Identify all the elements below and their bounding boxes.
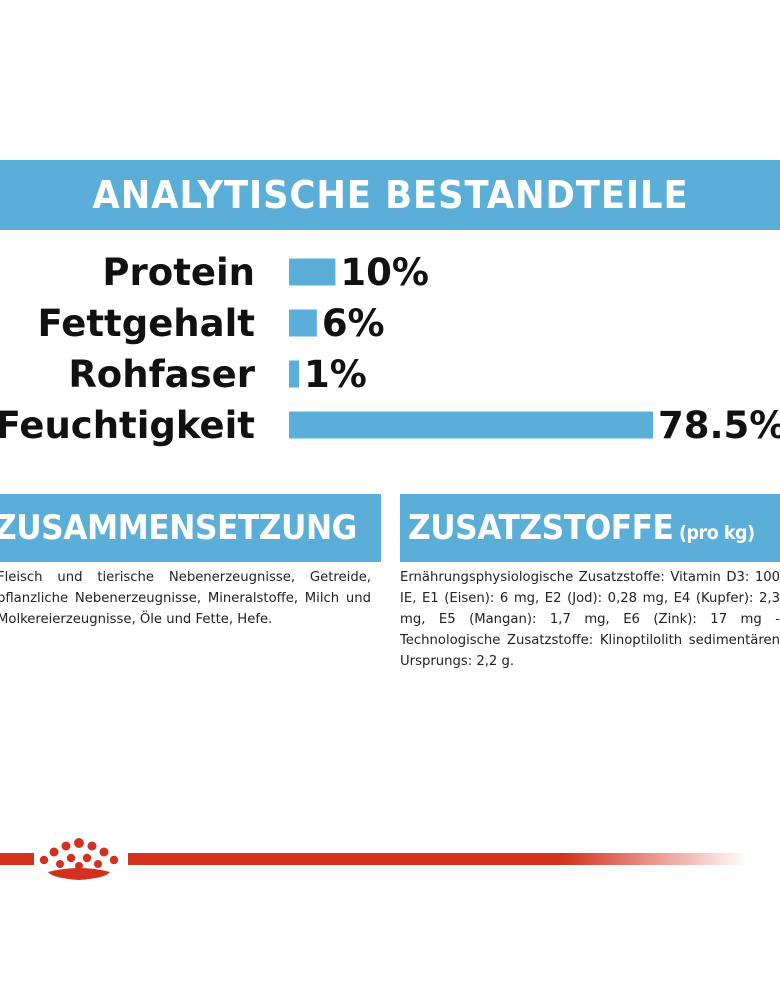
- additives-heading-wrap: ZUSATZSTOFFE (pro kg): [408, 508, 755, 548]
- bar: [289, 360, 299, 388]
- additives-text: Ernährungsphysiologische Zusatzstoffe: V…: [400, 570, 780, 669]
- chart-title: ANALYTISCHE BESTANDTEILE: [91, 173, 689, 217]
- category-label: Protein: [102, 251, 255, 294]
- additives-unit: (pro kg): [678, 522, 755, 544]
- composition-heading-band: ZUSAMMENSETZUNG: [0, 494, 381, 562]
- footer-line-left: [0, 853, 34, 865]
- nutrient-bar-chart: Protein 10% Fettgehalt 6% Rohfaser 1% Feuchtig…: [0, 251, 780, 447]
- category-label: Rohfaser: [68, 353, 255, 396]
- composition-text: Fleisch und tierische Nebenerzeugnisse, …: [0, 570, 371, 627]
- additives-heading: ZUSATZSTOFFE: [408, 508, 674, 548]
- bar: [289, 258, 336, 286]
- bar: [289, 411, 653, 439]
- value-label: 10%: [340, 251, 429, 294]
- value-label: 6%: [322, 302, 385, 345]
- additives-heading-band: ZUSATZSTOFFE (pro kg): [400, 494, 780, 562]
- royal-canin-crown-icon: [39, 838, 119, 880]
- category-label: Feuchtigkeit: [0, 404, 255, 447]
- composition-heading: ZUSAMMENSETZUNG: [0, 508, 357, 548]
- footer-line-right: [128, 853, 748, 865]
- header-band: ANALYTISCHE BESTANDTEILE: [0, 160, 780, 230]
- value-label: 78.5%: [658, 404, 780, 447]
- value-label: 1%: [304, 353, 367, 396]
- category-label: Fettgehalt: [37, 302, 255, 345]
- bar: [289, 309, 317, 337]
